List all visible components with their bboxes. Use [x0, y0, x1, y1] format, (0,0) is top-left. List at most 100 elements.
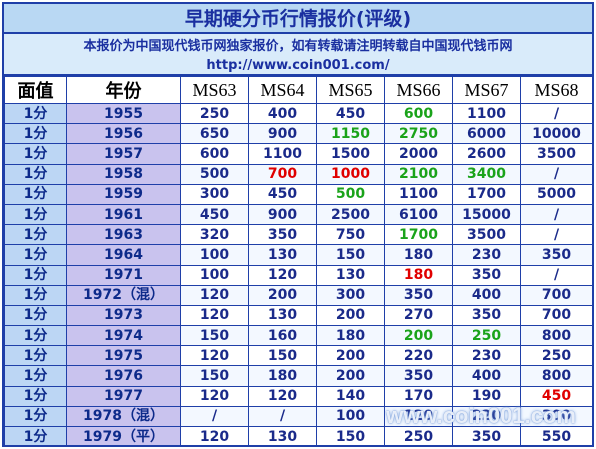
- price-cell-ms68: 550: [520, 425, 592, 445]
- denomination-cell: 1分: [4, 304, 67, 327]
- price-cell-ms68: 700: [520, 304, 592, 327]
- year-cell: 1961: [66, 203, 181, 226]
- price-cell-ms64: 700: [248, 163, 317, 185]
- year-cell: 1957: [66, 143, 181, 165]
- price-cell-ms65: 100: [316, 405, 385, 428]
- copyright-notice: 本报价为中国现代钱币网独家报价，如有转载请注明转载自中国现代钱币网 http:/…: [4, 34, 592, 76]
- denomination-cell: 1分: [4, 244, 67, 266]
- table-row: 1分 1971 100 120 130 180 350/: [4, 264, 592, 286]
- price-cell-ms65: 200: [316, 304, 385, 327]
- year-cell: 1976: [66, 365, 181, 387]
- price-cell-ms68: 3500: [520, 143, 592, 165]
- year-cell: 1979（平）: [66, 425, 181, 445]
- price-cell-ms68: 450: [520, 385, 592, 407]
- price-cell-ms65: 150: [316, 244, 385, 266]
- price-cell-ms66: 6100: [384, 203, 453, 226]
- price-cell-ms66: 1700: [384, 224, 453, 246]
- table-row: 1分 1978（混） //100 120 220 300: [4, 405, 592, 428]
- price-cell-ms63: 120: [180, 385, 249, 407]
- page-title: 早期硬分币行情报价(评级): [4, 4, 592, 34]
- price-cell-ms66: 180: [384, 244, 453, 266]
- site-link[interactable]: http://www.coin001.com/: [206, 58, 390, 73]
- table-row: 1分 1975 120 150 200 220 230 250: [4, 345, 592, 367]
- price-cell-ms65: 450: [316, 102, 385, 125]
- table-row: 1分 1961 450 900 2500 6100 15000/: [4, 203, 592, 226]
- price-cell-ms66: 270: [384, 304, 453, 327]
- price-cell-ms68: 700: [520, 284, 592, 306]
- price-cell-ms65: 1150: [316, 123, 385, 145]
- price-cell-ms64: 130: [248, 425, 317, 445]
- price-cell-ms67: 190: [452, 385, 521, 407]
- price-cell-ms64: 120: [248, 264, 317, 286]
- price-cell-ms64: 900: [248, 123, 317, 145]
- price-cell-ms65: 200: [316, 365, 385, 387]
- price-cell-ms67: 15000: [452, 203, 521, 226]
- price-cell-ms65: 180: [316, 325, 385, 347]
- price-cell-ms64: 200: [248, 284, 317, 306]
- header-year: 年份: [66, 76, 181, 104]
- price-cell-ms67: 2600: [452, 143, 521, 165]
- price-cell-ms64: 180: [248, 365, 317, 387]
- price-cell-ms67: 350: [452, 304, 521, 327]
- price-cell-ms68: 300: [520, 405, 592, 428]
- year-cell: 1963: [66, 224, 181, 246]
- header-ms67: MS67: [452, 76, 521, 104]
- price-cell-ms66: 600: [384, 102, 453, 125]
- price-cell-ms63: 150: [180, 325, 249, 347]
- price-cell-ms65: 2500: [316, 203, 385, 226]
- price-cell-ms67: 6000: [452, 123, 521, 145]
- denomination-cell: 1分: [4, 405, 67, 428]
- price-cell-ms66: 250: [384, 425, 453, 445]
- price-cell-ms64: 150: [248, 345, 317, 367]
- price-cell-ms68: /: [520, 224, 592, 246]
- price-cell-ms67: 400: [452, 365, 521, 387]
- price-cell-ms67: 220: [452, 405, 521, 428]
- table-row: 1分 1959 300 450 500 1100 1700 5000: [4, 183, 592, 205]
- price-cell-ms66: 120: [384, 405, 453, 428]
- price-cell-ms66: 350: [384, 284, 453, 306]
- year-cell: 1956: [66, 123, 181, 145]
- price-cell-ms63: 120: [180, 345, 249, 367]
- price-cell-ms64: 130: [248, 304, 317, 327]
- price-cell-ms63: 120: [180, 425, 249, 445]
- price-cell-ms68: 350: [520, 244, 592, 266]
- notice-text: 本报价为中国现代钱币网独家报价，如有转载请注明转载自中国现代钱币网: [83, 39, 513, 54]
- header-ms63: MS63: [180, 76, 249, 104]
- price-cell-ms64: 160: [248, 325, 317, 347]
- price-cell-ms63: 320: [180, 224, 249, 246]
- price-cell-ms68: /: [520, 102, 592, 125]
- price-cell-ms66: 2000: [384, 143, 453, 165]
- price-cell-ms63: 120: [180, 284, 249, 306]
- price-cell-ms63: 450: [180, 203, 249, 226]
- denomination-cell: 1分: [4, 123, 67, 145]
- price-cell-ms65: 750: [316, 224, 385, 246]
- price-cell-ms66: 180: [384, 264, 453, 286]
- table-row: 1分 1973 120 130 200 270 350 700: [4, 304, 592, 327]
- price-cell-ms66: 1100: [384, 183, 453, 205]
- year-cell: 1977: [66, 385, 181, 407]
- price-table: 面值 年份 MS63 MS64 MS65 MS66 MS67 MS68 1分 19…: [4, 76, 592, 445]
- denomination-cell: 1分: [4, 425, 67, 445]
- table-row: 1分 1955 250 400 450 600 1100/: [4, 102, 592, 125]
- denomination-cell: 1分: [4, 365, 67, 387]
- price-cell-ms67: 1700: [452, 183, 521, 205]
- table-row: 1分 1956 650 900 1150 2750 6000 10000: [4, 123, 592, 145]
- price-cell-ms63: 250: [180, 102, 249, 125]
- price-cell-ms64: 350: [248, 224, 317, 246]
- price-cell-ms67: 3500: [452, 224, 521, 246]
- price-cell-ms63: 120: [180, 304, 249, 327]
- price-cell-ms67: 230: [452, 345, 521, 367]
- year-cell: 1958: [66, 163, 181, 185]
- price-cell-ms67: 400: [452, 284, 521, 306]
- price-cell-ms68: 250: [520, 345, 592, 367]
- year-cell: 1964: [66, 244, 181, 266]
- denomination-cell: 1分: [4, 264, 67, 286]
- table-row: 1分 1972（混） 120 200 300 350 400 700: [4, 284, 592, 306]
- price-cell-ms66: 200: [384, 325, 453, 347]
- price-cell-ms68: /: [520, 163, 592, 185]
- denomination-cell: 1分: [4, 163, 67, 185]
- price-cell-ms65: 500: [316, 183, 385, 205]
- header-ms64: MS64: [248, 76, 317, 104]
- price-cell-ms68: 10000: [520, 123, 592, 145]
